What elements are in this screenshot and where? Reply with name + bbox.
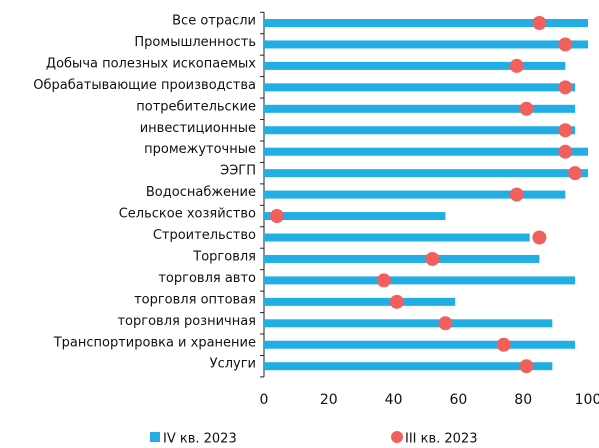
dot [519,101,534,116]
category-label: Транспортировка и хранение [53,335,256,350]
dot [269,209,284,224]
bar [264,61,566,70]
bar [264,147,588,156]
bar [264,40,588,49]
category-label: Строительство [153,228,256,243]
dot [558,37,573,52]
bar [264,19,588,27]
category-label: Торговля [192,249,256,264]
legend-label: IV кв. 2023 [163,432,237,447]
bar [264,212,446,221]
dot [425,251,440,266]
dot [558,144,573,159]
dot [568,166,583,181]
dot [496,337,511,352]
category-label: Добыча полезных ископаемых [46,56,256,71]
x-tick-label: 40 [385,392,403,408]
category-label: торговля авто [158,271,256,286]
dot [532,16,547,30]
bar [264,190,566,199]
dot [376,273,391,288]
category-label: торговля розничная [117,314,256,329]
dot [519,359,534,374]
category-label: ЭЭГП [220,164,256,179]
legend-swatch [391,431,403,443]
dot [532,230,547,245]
bar [264,83,576,92]
bar [264,276,576,285]
bar [264,297,456,306]
x-tick-label: 80 [514,392,532,408]
dot [509,187,524,202]
category-label: Все отрасли [172,14,256,29]
x-tick-label: 0 [260,392,269,408]
bar [264,254,540,263]
bar [264,169,588,178]
bar [264,340,576,349]
dot [509,58,524,73]
category-label: Промышленность [134,35,256,50]
legend-swatch [150,432,160,442]
dot [558,123,573,138]
x-tick-label: 100 [575,392,599,408]
category-label: Водоснабжение [146,185,256,200]
dot [389,294,404,309]
bar [264,319,553,328]
dot [558,80,573,95]
category-label: промежуточные [144,142,256,157]
x-tick-label: 60 [449,392,467,408]
category-label: Сельское хозяйство [119,207,256,222]
bar [264,233,530,242]
bar [264,104,576,113]
category-label: Услуги [210,357,256,372]
category-label: Обрабатывающие производства [33,78,256,93]
category-label: торговля оптовая [134,292,256,307]
legend-label: III кв. 2023 [405,432,478,447]
bar [264,126,576,135]
dot [438,316,453,331]
x-tick-label: 20 [320,392,338,408]
bar [264,362,553,371]
category-label: инвестиционные [140,121,256,136]
category-label: потребительские [136,99,256,114]
